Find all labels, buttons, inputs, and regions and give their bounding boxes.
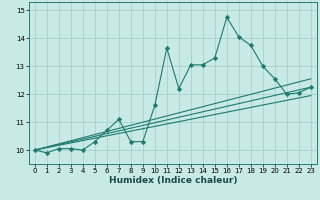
X-axis label: Humidex (Indice chaleur): Humidex (Indice chaleur) xyxy=(108,176,237,185)
